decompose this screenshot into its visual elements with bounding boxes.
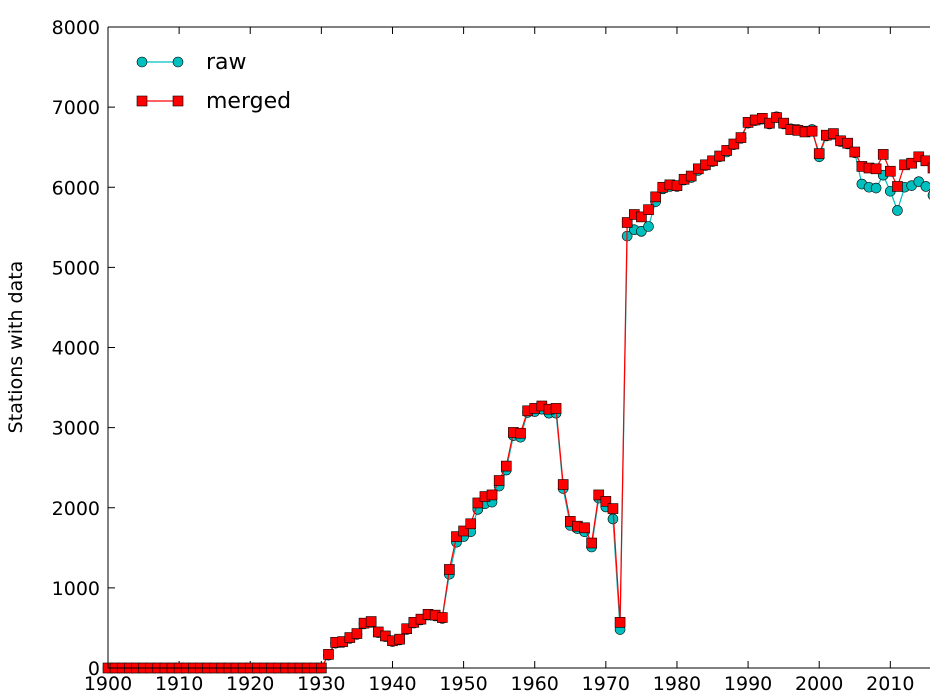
point xyxy=(444,564,455,575)
point xyxy=(465,518,477,530)
point xyxy=(671,180,683,191)
y-tick-label: 6000 xyxy=(52,177,100,199)
point xyxy=(436,612,448,623)
series-line xyxy=(108,116,930,669)
legend-marker xyxy=(172,56,184,68)
point xyxy=(728,138,740,150)
point xyxy=(550,403,562,414)
y-tick-label: 3000 xyxy=(52,418,100,440)
point xyxy=(870,182,882,194)
point xyxy=(650,191,661,203)
y-tick-label: 0 xyxy=(88,658,100,680)
point xyxy=(885,165,896,177)
point xyxy=(515,427,526,439)
point xyxy=(906,157,917,169)
point xyxy=(607,503,619,514)
x-tick-label: 1960 xyxy=(511,673,559,695)
point xyxy=(813,148,825,159)
point xyxy=(828,128,839,139)
legend-label: merged xyxy=(206,89,291,114)
point xyxy=(714,150,725,162)
y-tick-label: 4000 xyxy=(52,338,100,360)
point xyxy=(764,117,775,129)
point xyxy=(892,181,903,192)
point xyxy=(636,211,647,223)
x-tick-label: 1900 xyxy=(84,673,132,695)
legend-marker xyxy=(136,95,148,107)
point xyxy=(401,623,413,635)
point xyxy=(593,489,605,501)
x-tick-label: 1990 xyxy=(724,673,772,695)
y-tick-label: 2000 xyxy=(52,498,100,520)
x-tick-label: 1940 xyxy=(368,673,416,695)
point xyxy=(778,117,789,129)
point xyxy=(842,137,853,149)
point xyxy=(586,537,597,549)
point xyxy=(451,531,462,542)
point xyxy=(500,460,512,472)
point xyxy=(920,181,930,192)
point xyxy=(806,125,818,137)
y-tick-label: 7000 xyxy=(52,97,100,119)
series-line xyxy=(108,115,930,669)
point xyxy=(472,497,484,509)
point xyxy=(486,489,498,501)
point xyxy=(600,496,612,507)
point xyxy=(685,170,697,182)
point xyxy=(920,155,930,167)
x-tick-label: 1910 xyxy=(155,673,203,695)
point xyxy=(493,475,505,486)
point xyxy=(621,217,633,228)
x-tick-label: 1950 xyxy=(439,673,487,695)
point xyxy=(735,132,747,143)
y-tick-label: 5000 xyxy=(52,257,100,279)
y-tick-label: 1000 xyxy=(52,578,100,600)
point xyxy=(877,149,889,160)
legend-marker xyxy=(136,56,148,68)
point xyxy=(771,112,782,123)
x-tick-label: 1920 xyxy=(226,673,274,695)
y-tick-label: 8000 xyxy=(52,17,100,39)
legend-label: raw xyxy=(206,50,247,75)
point xyxy=(643,221,654,232)
point xyxy=(458,525,469,537)
legend-marker xyxy=(172,95,184,107)
point xyxy=(643,204,654,215)
point xyxy=(579,522,590,534)
x-tick-label: 2010 xyxy=(866,673,914,695)
point xyxy=(365,616,377,627)
point xyxy=(870,163,882,175)
point xyxy=(614,617,626,628)
point xyxy=(721,145,733,156)
point xyxy=(892,205,903,216)
x-tick-label: 1980 xyxy=(653,673,701,695)
point xyxy=(394,633,405,645)
x-tick-label: 1970 xyxy=(582,673,630,695)
point xyxy=(323,649,334,660)
point xyxy=(927,162,930,174)
point xyxy=(351,628,363,639)
point xyxy=(557,479,569,490)
y-axis-label: Stations with data xyxy=(5,261,27,434)
x-tick-label: 1930 xyxy=(297,673,345,695)
point xyxy=(849,146,861,158)
x-tick-label: 2000 xyxy=(795,673,843,695)
